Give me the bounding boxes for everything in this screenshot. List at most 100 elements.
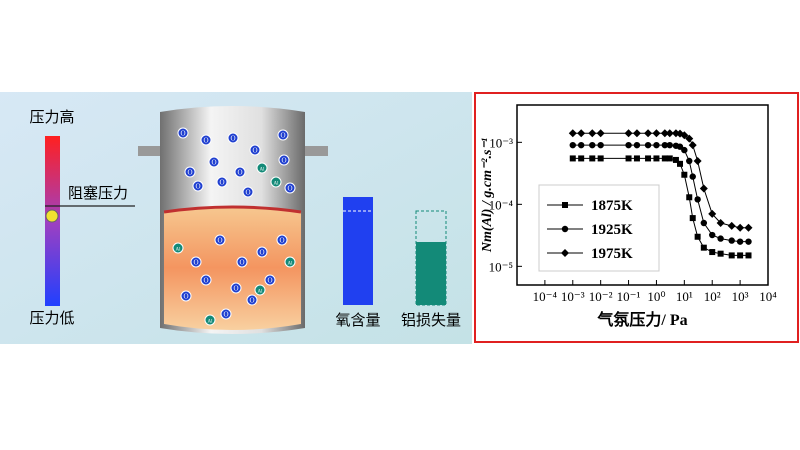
particle-label: Al	[288, 262, 294, 267]
point	[633, 141, 641, 149]
particle	[249, 144, 261, 156]
particle	[177, 127, 189, 139]
point	[709, 249, 716, 256]
particle	[227, 132, 239, 144]
particle-label: O	[233, 285, 238, 293]
point	[700, 244, 707, 251]
particle-label: O	[223, 311, 228, 319]
point	[677, 160, 684, 167]
point	[699, 184, 708, 193]
point	[596, 129, 605, 138]
particle-label: O	[267, 277, 272, 285]
y-tick-label: 10⁻⁵	[489, 259, 513, 274]
x-tick-label: 10⁻⁴	[533, 289, 558, 304]
particle	[264, 274, 276, 286]
point	[745, 238, 752, 245]
point	[745, 252, 752, 259]
point	[644, 141, 652, 149]
point	[568, 129, 577, 138]
particle-label: O	[237, 169, 242, 177]
point	[681, 146, 688, 154]
point	[717, 250, 724, 257]
label: 铝损失量	[401, 311, 461, 329]
point	[569, 141, 576, 149]
pipe	[303, 146, 328, 156]
x-tick-label: 10⁻¹	[617, 289, 641, 304]
particle	[200, 274, 212, 286]
particle	[276, 234, 288, 246]
x-tick-label: 10¹	[676, 289, 693, 304]
point	[708, 209, 717, 218]
point	[716, 218, 725, 227]
point	[685, 134, 694, 143]
particle-label: O	[280, 132, 285, 140]
particle-label: O	[195, 183, 200, 191]
label: 压力低	[29, 309, 74, 327]
particle	[270, 176, 282, 188]
point	[652, 129, 661, 138]
point	[694, 233, 701, 240]
point	[660, 129, 669, 138]
particle-label: O	[183, 293, 188, 301]
point	[717, 235, 724, 242]
legend-box	[538, 184, 660, 272]
point	[666, 141, 673, 149]
particle	[284, 256, 296, 268]
point	[577, 141, 585, 149]
particle-label: Al	[274, 182, 280, 187]
label: 压力高	[29, 108, 74, 126]
x-tick-label: 10⁴	[759, 289, 777, 304]
point	[689, 173, 696, 180]
particle-label: O	[193, 259, 198, 267]
plot-frame	[516, 104, 769, 286]
x-tick-label: 10²	[704, 289, 721, 304]
point	[578, 155, 585, 162]
chart: 10⁻⁴ 10⁻³ 10⁻² 10⁻¹ 10⁰ 10¹ 10² 10³ 10⁴10⁻⁵10⁻⁴1…	[480, 104, 777, 329]
particle	[184, 166, 196, 178]
point	[661, 141, 669, 149]
particle	[277, 129, 289, 141]
point	[577, 129, 586, 138]
particle-label: O	[239, 259, 244, 267]
particle-label: O	[259, 249, 264, 257]
particle	[242, 186, 254, 198]
particle	[208, 156, 220, 168]
point	[728, 252, 735, 259]
particle-label: Al	[258, 290, 264, 295]
point	[686, 157, 693, 165]
point	[661, 155, 668, 162]
point	[744, 223, 753, 232]
particle	[254, 284, 266, 296]
particle	[192, 180, 204, 192]
point	[625, 155, 632, 162]
particle-label: O	[279, 237, 284, 245]
y-tick-label: 10⁻³	[489, 135, 513, 150]
point	[597, 155, 604, 162]
particle-label: O	[203, 137, 208, 145]
particle	[278, 154, 290, 166]
particle-label: O	[187, 169, 192, 177]
particle	[220, 308, 232, 320]
legend-marker	[562, 202, 568, 208]
interface	[163, 205, 302, 214]
point	[694, 196, 701, 203]
y-axis-label: Nm(Al) / g.cm⁻².s⁻¹	[480, 138, 495, 253]
particle-label: O	[211, 159, 216, 167]
point	[737, 252, 744, 259]
point	[681, 171, 688, 178]
point	[569, 155, 576, 162]
al-bar	[416, 242, 446, 305]
particle-label: O	[203, 277, 208, 285]
particle	[234, 166, 246, 178]
particle	[256, 246, 268, 258]
pipe	[138, 146, 162, 156]
point	[588, 129, 597, 138]
particle	[246, 294, 258, 306]
x-tick-label: 10⁻³	[561, 289, 585, 304]
particle-label: O	[287, 185, 292, 193]
point	[676, 143, 684, 150]
point	[589, 141, 596, 149]
point	[666, 155, 673, 162]
point	[700, 219, 708, 227]
particle	[236, 256, 248, 268]
